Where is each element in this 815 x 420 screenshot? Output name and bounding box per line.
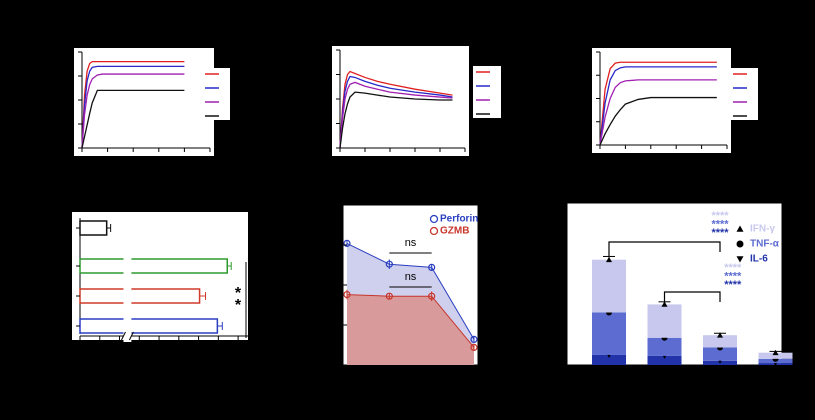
significance: **** bbox=[724, 279, 742, 291]
comparison-label: ns bbox=[405, 271, 417, 283]
curve bbox=[81, 60, 185, 149]
area bbox=[347, 294, 474, 365]
point bbox=[428, 263, 436, 271]
bar-segment bbox=[758, 352, 793, 359]
marker bbox=[736, 225, 744, 232]
curve bbox=[339, 91, 453, 149]
significance: * bbox=[235, 285, 242, 302]
legend-label: TNF-α bbox=[750, 239, 780, 250]
curve bbox=[81, 73, 185, 149]
marker bbox=[736, 256, 744, 263]
bar-segment bbox=[703, 335, 737, 348]
legend-marker bbox=[429, 214, 439, 224]
axis-break-mark bbox=[121, 331, 126, 341]
legend-box bbox=[473, 66, 501, 118]
bar-segment bbox=[703, 347, 737, 361]
bar-segment bbox=[592, 259, 626, 313]
curve bbox=[339, 75, 453, 149]
significance: **** bbox=[711, 218, 729, 230]
axis-break bbox=[123, 214, 132, 342]
bar-segment bbox=[592, 312, 626, 355]
comparison-label: ns bbox=[405, 237, 417, 249]
line bbox=[346, 294, 475, 348]
bar-segment bbox=[647, 304, 682, 338]
legend-box bbox=[730, 68, 758, 120]
curve bbox=[599, 61, 717, 146]
legend-label: IL-6 bbox=[750, 254, 768, 265]
curve bbox=[81, 89, 185, 149]
point bbox=[428, 292, 436, 300]
legend-box bbox=[202, 68, 230, 120]
curve bbox=[599, 96, 717, 146]
curve bbox=[599, 79, 717, 146]
comparison-bracket bbox=[663, 291, 721, 306]
marker bbox=[717, 332, 723, 338]
curve bbox=[81, 65, 185, 149]
legend-label: GZMB bbox=[440, 226, 469, 237]
point bbox=[385, 260, 393, 268]
bar bbox=[79, 258, 228, 274]
point bbox=[343, 239, 351, 247]
significance: * bbox=[235, 297, 242, 314]
bar-segment bbox=[647, 355, 682, 365]
curve bbox=[339, 70, 453, 149]
significance: **** bbox=[711, 210, 729, 222]
marker bbox=[772, 349, 779, 356]
legend-marker bbox=[429, 226, 439, 236]
plot-background bbox=[74, 48, 214, 156]
significance: **** bbox=[711, 227, 729, 239]
axis-break-mark bbox=[128, 331, 134, 341]
point bbox=[343, 291, 351, 299]
legend-label: Perforin bbox=[440, 214, 478, 225]
marker bbox=[736, 240, 744, 248]
bar bbox=[79, 220, 108, 236]
legend-label: IFN-γ bbox=[750, 224, 775, 235]
bar-segment bbox=[592, 354, 626, 365]
curve bbox=[339, 81, 453, 149]
line bbox=[346, 242, 475, 340]
marker bbox=[606, 256, 612, 263]
significance: **** bbox=[724, 270, 742, 282]
bar bbox=[79, 288, 201, 304]
bar bbox=[79, 318, 219, 334]
bar-segment bbox=[647, 337, 682, 356]
comparison-bracket bbox=[608, 241, 721, 256]
curve bbox=[599, 66, 717, 146]
point bbox=[470, 335, 478, 343]
plot-background bbox=[332, 46, 469, 156]
plot-background bbox=[592, 48, 731, 153]
significance: **** bbox=[724, 262, 742, 274]
point bbox=[385, 292, 393, 300]
point bbox=[470, 343, 478, 351]
